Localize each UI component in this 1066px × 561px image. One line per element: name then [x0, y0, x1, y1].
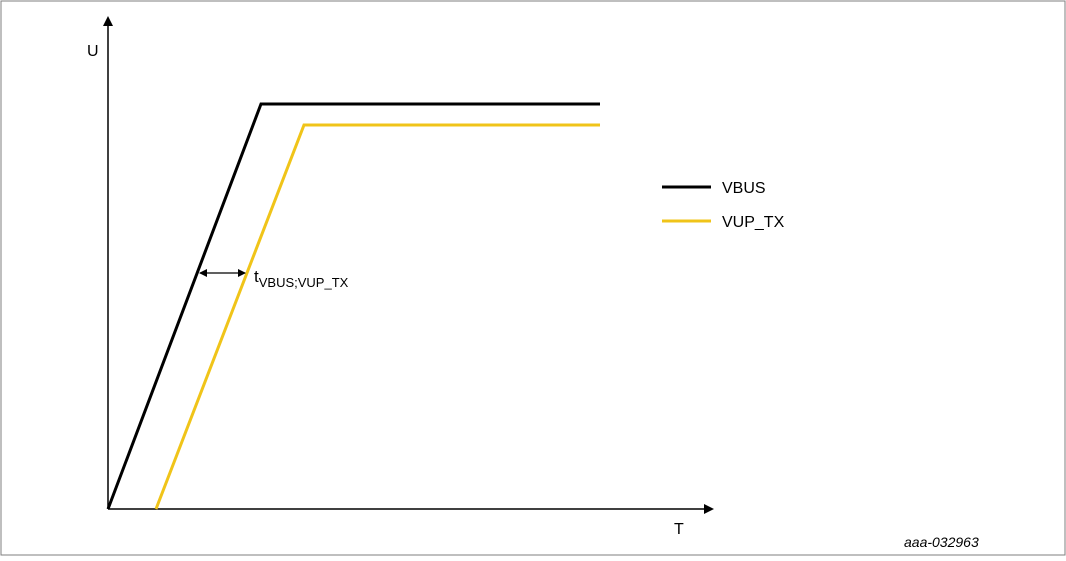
y-axis-label: U	[87, 43, 99, 60]
legend-vup-tx-label: VUP_TX	[722, 214, 785, 231]
delay-annotation-main: t	[254, 267, 259, 286]
figure-id: aaa-032963	[904, 534, 979, 550]
vbus-curve	[106, 102, 600, 510]
delay-annotation: tVBUS;VUP_TX	[254, 267, 349, 290]
legend-vbus-label: VBUS	[722, 180, 766, 197]
delay-annotation-subscript: VBUS;VUP_TX	[259, 275, 349, 290]
legend: VBUS VUP_TX	[662, 180, 785, 231]
vup-tx-curve	[154, 123, 600, 510]
x-axis-label: T	[674, 521, 684, 538]
